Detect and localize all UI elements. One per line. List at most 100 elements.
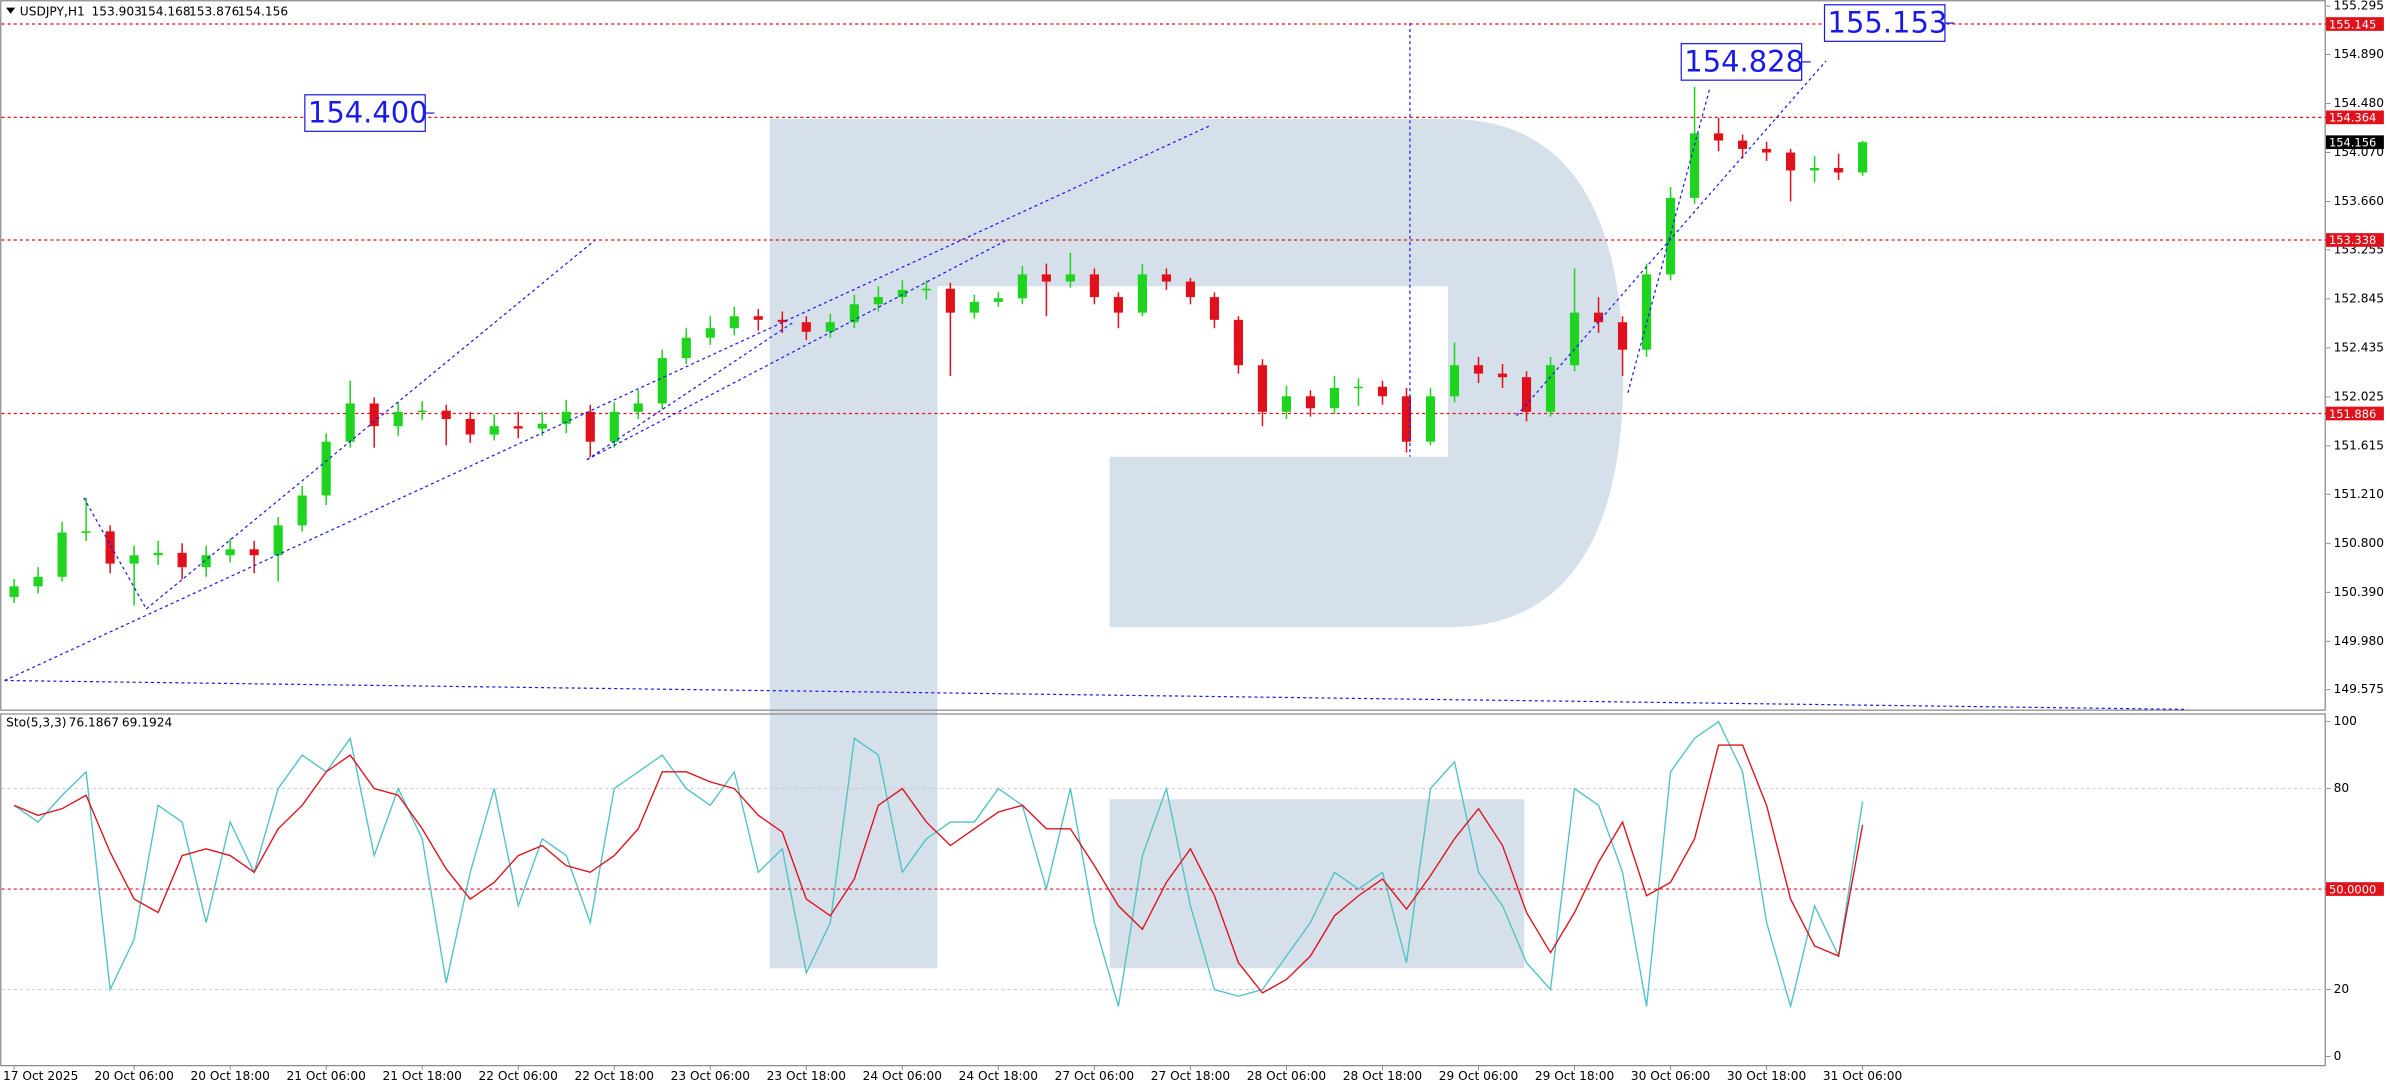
- indicator-line: [13, 720, 1864, 1009]
- trend-line: [83, 497, 147, 610]
- candle-body: [801, 322, 811, 332]
- trend-line: [145, 240, 595, 610]
- level-label-bg: [2325, 110, 2384, 125]
- candle-body: [1497, 373, 1508, 378]
- candle-body: [1810, 168, 1820, 171]
- x-tick-label: 27 Oct 06:00: [1055, 1069, 1134, 1083]
- y-tick-label: 153.660: [2334, 194, 2384, 208]
- candle-body: [561, 411, 571, 424]
- candle-body: [825, 322, 835, 332]
- price-panel: [0, 0, 2326, 711]
- candle-body: [873, 297, 883, 305]
- candle-body: [1161, 274, 1171, 282]
- candle-body: [393, 411, 403, 427]
- candle-body: [969, 301, 979, 313]
- candle-body: [297, 495, 307, 526]
- indicator-value: 76.1867: [69, 716, 119, 730]
- x-tick-label: 21 Oct 18:00: [383, 1069, 462, 1083]
- trend-line: [586, 322, 793, 461]
- candle-body: [225, 549, 235, 556]
- x-tick-label: 17 Oct 2025: [3, 1069, 78, 1083]
- y-tick-label: 154.480: [2334, 96, 2384, 110]
- candle-body: [1281, 396, 1292, 412]
- level-label-bg: [2325, 406, 2384, 421]
- x-tick-label: 30 Oct 06:00: [1631, 1069, 1710, 1083]
- candle-body: [1449, 365, 1460, 397]
- candle-body: [1041, 274, 1051, 282]
- candle-body: [417, 410, 427, 413]
- candle-body: [897, 289, 907, 298]
- candle-body: [849, 304, 859, 323]
- x-tick-label: 30 Oct 18:00: [1727, 1069, 1806, 1083]
- x-tick-label: 21 Oct 06:00: [286, 1069, 365, 1083]
- x-tick-label: 20 Oct 18:00: [190, 1069, 269, 1083]
- candle-body: [1858, 142, 1868, 173]
- candle-body: [1233, 319, 1244, 366]
- candle-body: [1353, 386, 1364, 389]
- trend-line: [1627, 86, 1711, 393]
- candle-body: [1545, 365, 1556, 412]
- current-price-bg: [2325, 135, 2384, 150]
- current-price: 154.156: [2329, 135, 2376, 149]
- candle-body: [1089, 274, 1099, 298]
- y-tick-label: 150.390: [2334, 585, 2384, 599]
- menu-triangle[interactable]: [6, 7, 16, 14]
- candle-body: [1689, 133, 1700, 198]
- candle-body: [201, 555, 211, 568]
- y-tick-label: 150.800: [2334, 536, 2384, 550]
- level-label-bg: [2325, 882, 2384, 896]
- y-tick-label: 149.575: [2334, 682, 2384, 696]
- annotation-box: [1680, 43, 1803, 81]
- level-label: 151.886: [2329, 407, 2376, 421]
- watermark: [769, 118, 1624, 969]
- trend-line: [4, 679, 2188, 711]
- candle-body: [1401, 396, 1412, 442]
- candle-body: [1329, 387, 1340, 409]
- candle-body: [705, 328, 715, 338]
- indicator-line: [13, 744, 1864, 994]
- y-tick-label: 152.025: [2334, 389, 2384, 403]
- y-tick-label: 152.845: [2334, 291, 2384, 305]
- level-label: 153.338: [2329, 233, 2376, 247]
- candle-body: [681, 337, 691, 359]
- candle-body: [129, 555, 139, 564]
- candle-body: [1377, 386, 1388, 397]
- level-label-bg: [2325, 233, 2384, 247]
- candle-body: [81, 531, 91, 533]
- candle-body: [537, 423, 547, 429]
- level-label: 155.145: [2329, 17, 2376, 31]
- candle-body: [1209, 297, 1220, 320]
- candle-body: [1834, 168, 1844, 173]
- trend-lines: [4, 22, 2188, 711]
- indicator-title: Sto(5,3,3): [6, 716, 66, 730]
- candle-body: [1762, 148, 1772, 153]
- candle-body: [57, 532, 67, 577]
- candle-body: [1065, 274, 1075, 282]
- candle-body: [1593, 312, 1604, 323]
- annotation-label: 154.400: [308, 96, 428, 130]
- candle-body: [1305, 396, 1316, 409]
- candle-body: [1473, 365, 1484, 374]
- candle-body: [345, 403, 355, 442]
- y-tick-label: 80: [2334, 781, 2350, 795]
- x-tick-label: 29 Oct 18:00: [1535, 1069, 1614, 1083]
- y-tick-label: 100: [2334, 714, 2357, 728]
- candle-body: [489, 426, 499, 435]
- watermark: [1109, 799, 1525, 969]
- candle-body: [753, 316, 763, 320]
- candle-body: [1113, 297, 1123, 313]
- candle-body: [1257, 365, 1268, 412]
- y-tick-label: 20: [2334, 982, 2350, 996]
- indicator-value: 69.1924: [122, 716, 173, 730]
- candle-body: [1425, 396, 1436, 442]
- candle-body: [1665, 197, 1676, 275]
- candle-body: [921, 288, 931, 291]
- annotation-label: 154.828: [1684, 44, 1804, 78]
- candle-body: [993, 298, 1003, 302]
- candle-body: [585, 411, 595, 442]
- candle-body: [729, 316, 739, 329]
- candle-body: [1714, 133, 1724, 141]
